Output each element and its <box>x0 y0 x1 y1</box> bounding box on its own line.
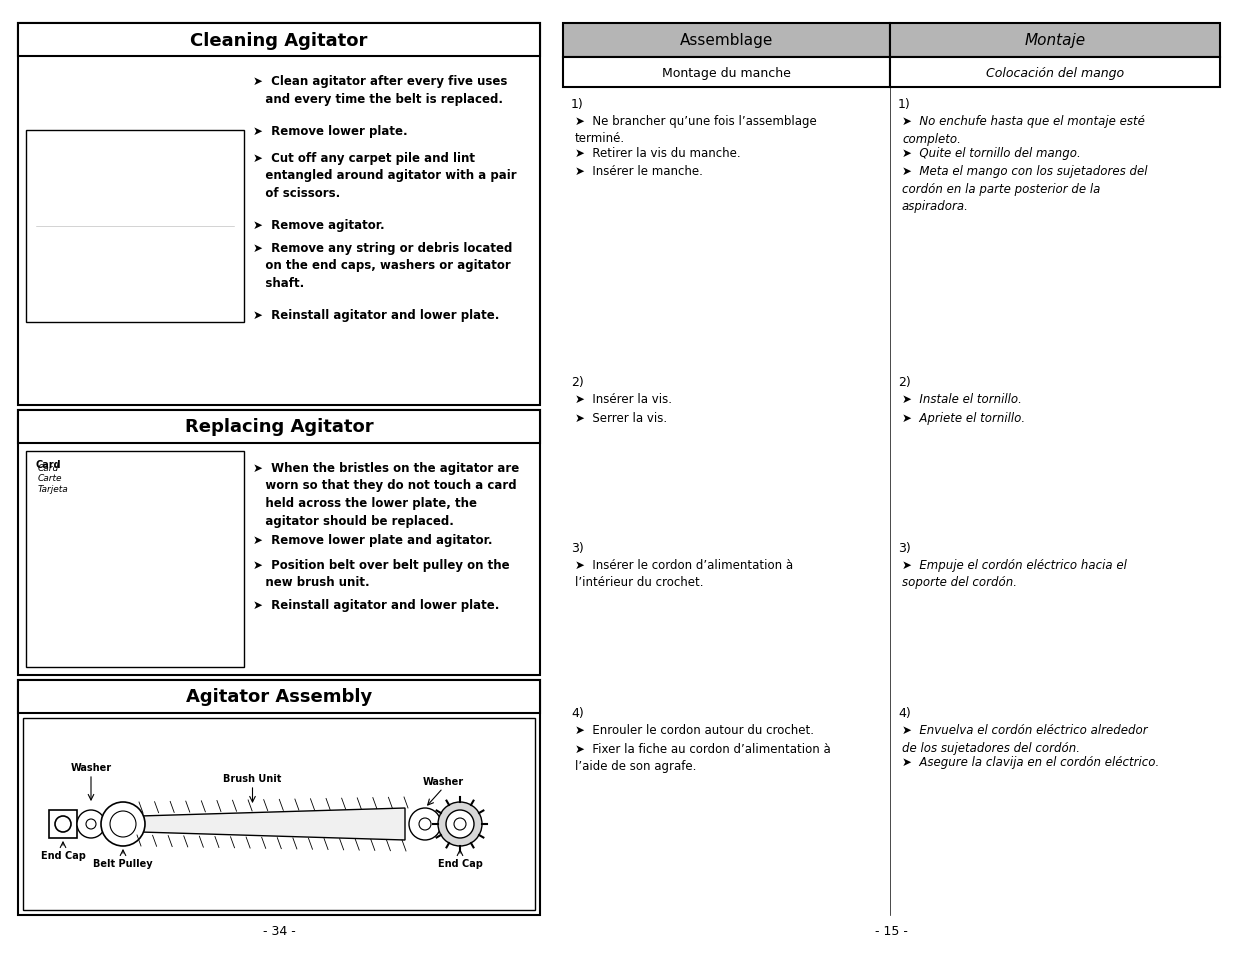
Text: ➤  Clean agitator after every five uses
   and every time the belt is replaced.: ➤ Clean agitator after every five uses a… <box>253 75 508 106</box>
Text: 2): 2) <box>898 375 910 389</box>
Text: ➤  Insérer le manche.: ➤ Insérer le manche. <box>576 165 703 178</box>
Circle shape <box>419 818 431 830</box>
Text: 4): 4) <box>898 706 910 720</box>
Text: ➤  Asegure la clavija en el cordón eléctrico.: ➤ Asegure la clavija en el cordón eléctr… <box>902 755 1160 768</box>
Text: ➤  Instale el tornillo.: ➤ Instale el tornillo. <box>902 393 1021 405</box>
Circle shape <box>86 820 96 829</box>
Text: Washer: Washer <box>422 776 463 786</box>
Bar <box>563 24 890 58</box>
Text: ➤  Remove agitator.: ➤ Remove agitator. <box>253 219 384 232</box>
Text: End Cap: End Cap <box>437 858 483 868</box>
Text: ➤  Position belt over belt pulley on the
   new brush unit.: ➤ Position belt over belt pulley on the … <box>253 558 510 589</box>
Text: ➤  Fixer la fiche au cordon d’alimentation à
l’aide de son agrafe.: ➤ Fixer la fiche au cordon d’alimentatio… <box>576 742 831 773</box>
Text: ➤  Meta el mango con los sujetadores del
cordón en la parte posterior de la
aspi: ➤ Meta el mango con los sujetadores del … <box>902 165 1147 213</box>
Text: 1): 1) <box>571 98 584 111</box>
Text: ➤  When the bristles on the agitator are
   worn so that they do not touch a car: ➤ When the bristles on the agitator are … <box>253 461 519 527</box>
Text: Cleaning Agitator: Cleaning Agitator <box>190 31 368 50</box>
Bar <box>19 411 540 676</box>
Text: 4): 4) <box>571 706 584 720</box>
Text: ➤  Empuje el cordón eléctrico hacia el
soporte del cordón.: ➤ Empuje el cordón eléctrico hacia el so… <box>902 558 1126 588</box>
Text: Replacing Agitator: Replacing Agitator <box>185 418 373 436</box>
Text: ➤  Insérer le cordon d’alimentation à
l’intérieur du crochet.: ➤ Insérer le cordon d’alimentation à l’i… <box>576 558 793 588</box>
Text: ➤  Quite el tornillo del mango.: ➤ Quite el tornillo del mango. <box>902 147 1081 159</box>
Circle shape <box>409 808 441 841</box>
Text: - 34 -: - 34 - <box>263 924 295 938</box>
Text: ➤  Apriete el tornillo.: ➤ Apriete el tornillo. <box>902 411 1025 424</box>
Text: ➤  Reinstall agitator and lower plate.: ➤ Reinstall agitator and lower plate. <box>253 598 499 612</box>
Circle shape <box>454 818 466 830</box>
Text: ➤  Insérer la vis.: ➤ Insérer la vis. <box>576 393 672 405</box>
Text: ➤  Envuelva el cordón eléctrico alrededor
de los sujetadores del cordón.: ➤ Envuelva el cordón eléctrico alrededor… <box>902 723 1147 754</box>
Text: ➤  Remove lower plate.: ➤ Remove lower plate. <box>253 125 408 138</box>
Bar <box>49 810 77 838</box>
Text: ➤  Enrouler le cordon autour du crochet.: ➤ Enrouler le cordon autour du crochet. <box>576 723 814 737</box>
Bar <box>23 719 535 910</box>
Text: End Cap: End Cap <box>41 850 85 861</box>
Text: Brush Unit: Brush Unit <box>224 773 282 783</box>
Text: Agitator Assembly: Agitator Assembly <box>186 688 372 706</box>
Circle shape <box>110 811 136 837</box>
Text: 1): 1) <box>898 98 910 111</box>
Circle shape <box>438 802 482 846</box>
Bar <box>563 58 890 88</box>
Polygon shape <box>140 808 405 841</box>
Bar <box>19 24 540 406</box>
Text: ➤  Remove any string or debris located
   on the end caps, washers or agitator
 : ➤ Remove any string or debris located on… <box>253 242 513 290</box>
Circle shape <box>101 802 144 846</box>
Text: Montaje: Montaje <box>1025 33 1086 49</box>
Circle shape <box>56 816 70 832</box>
Circle shape <box>77 810 105 838</box>
Text: ➤  Ne brancher qu’une fois l’assemblage
terminé.: ➤ Ne brancher qu’une fois l’assemblage t… <box>576 115 816 146</box>
Text: ➤  No enchufe hasta que el montaje esté
completo.: ➤ No enchufe hasta que el montaje esté c… <box>902 115 1145 146</box>
Bar <box>19 24 540 57</box>
Text: Belt Pulley: Belt Pulley <box>93 858 153 868</box>
Bar <box>890 58 1220 88</box>
Text: Assemblage: Assemblage <box>679 33 773 49</box>
Text: Card
Carte
Tarjeta: Card Carte Tarjeta <box>38 463 69 494</box>
Bar <box>26 452 245 667</box>
Text: - 15 -: - 15 - <box>876 924 908 938</box>
Text: Card: Card <box>36 459 62 470</box>
Text: ➤  Retirer la vis du manche.: ➤ Retirer la vis du manche. <box>576 147 741 159</box>
Bar <box>890 24 1220 58</box>
Bar <box>19 680 540 915</box>
Text: Colocación del mango: Colocación del mango <box>986 67 1124 79</box>
Circle shape <box>446 810 474 838</box>
Bar <box>26 131 245 322</box>
Text: 2): 2) <box>571 375 584 389</box>
Text: Washer: Washer <box>70 762 111 772</box>
Text: ➤  Cut off any carpet pile and lint
   entangled around agitator with a pair
   : ➤ Cut off any carpet pile and lint entan… <box>253 152 516 200</box>
Bar <box>19 411 540 443</box>
Bar <box>19 680 540 713</box>
Text: 3): 3) <box>571 541 584 554</box>
Text: ➤  Remove lower plate and agitator.: ➤ Remove lower plate and agitator. <box>253 534 493 546</box>
Text: 3): 3) <box>898 541 910 554</box>
Text: ➤  Serrer la vis.: ➤ Serrer la vis. <box>576 411 667 424</box>
Text: ➤  Reinstall agitator and lower plate.: ➤ Reinstall agitator and lower plate. <box>253 309 499 322</box>
Text: Montage du manche: Montage du manche <box>662 67 790 79</box>
